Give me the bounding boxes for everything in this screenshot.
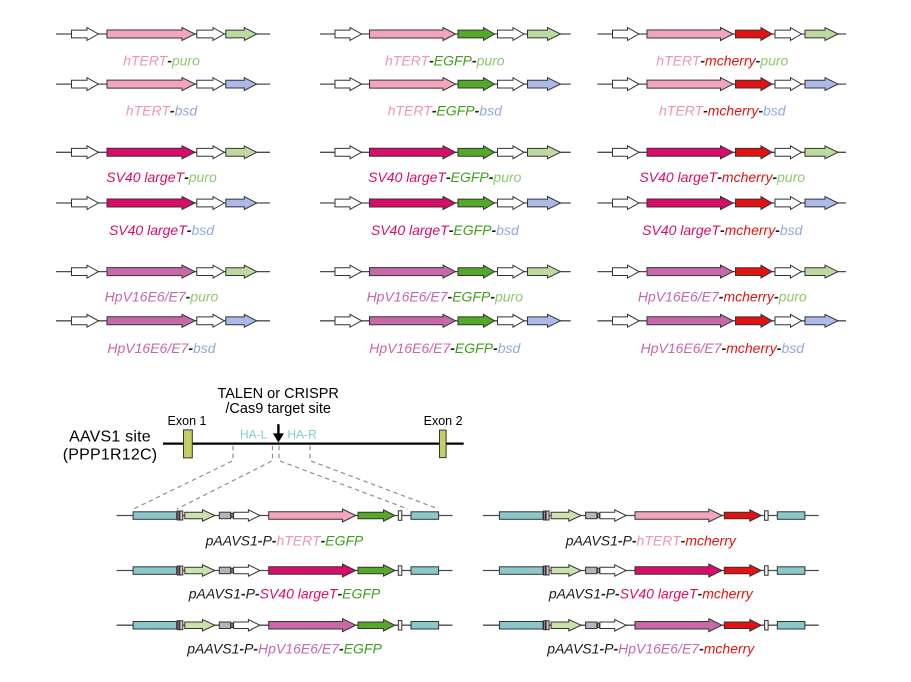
svg-text:HpV16E6/E7-EGFP-bsd: HpV16E6/E7-EGFP-bsd xyxy=(369,340,521,356)
svg-text:HpV16E6/E7-puro: HpV16E6/E7-puro xyxy=(105,288,219,304)
svg-text:hTERT-mcherry-bsd: hTERT-mcherry-bsd xyxy=(659,102,787,118)
svg-text:hTERT-EGFP-puro: hTERT-EGFP-puro xyxy=(385,53,505,69)
svg-text:hTERT-mcherry-puro: hTERT-mcherry-puro xyxy=(656,53,788,69)
svg-text:pAAVS1-P-HpV16E6/E7-EGFP: pAAVS1-P-HpV16E6/E7-EGFP xyxy=(186,640,382,656)
svg-text:(PPP1R12C): (PPP1R12C) xyxy=(63,447,157,464)
svg-text:HA-L: HA-L xyxy=(240,427,268,441)
svg-text:pAAVS1-P-SV40 largeT-mcherry: pAAVS1-P-SV40 largeT-mcherry xyxy=(548,586,754,602)
svg-text:HpV16E6/E7-EGFP-puro: HpV16E6/E7-EGFP-puro xyxy=(367,288,524,304)
svg-text:HpV16E6/E7-mcherry-bsd: HpV16E6/E7-mcherry-bsd xyxy=(641,340,806,356)
svg-text:pAAVS1-P-HpV16E6/E7-mcherry: pAAVS1-P-HpV16E6/E7-mcherry xyxy=(546,640,755,656)
svg-text:SV40 largeT-mcherry-bsd: SV40 largeT-mcherry-bsd xyxy=(642,222,804,238)
svg-text:hTERT-puro: hTERT-puro xyxy=(123,53,200,69)
svg-text:SV40 largeT-bsd: SV40 largeT-bsd xyxy=(109,222,215,238)
svg-text:Exon 2: Exon 2 xyxy=(424,414,463,428)
svg-text:TALEN or CRISPR: TALEN or CRISPR xyxy=(217,386,338,402)
svg-text:HA-R: HA-R xyxy=(287,427,317,441)
svg-text:/Cas9 target site: /Cas9 target site xyxy=(225,401,331,417)
svg-text:SV40 largeT-EGFP-bsd: SV40 largeT-EGFP-bsd xyxy=(371,222,520,238)
svg-text:hTERT-EGFP-bsd: hTERT-EGFP-bsd xyxy=(388,102,503,118)
svg-text:HpV16E6/E7-mcherry-puro: HpV16E6/E7-mcherry-puro xyxy=(638,288,807,304)
svg-text:SV40 largeT-EGFP-puro: SV40 largeT-EGFP-puro xyxy=(368,169,522,185)
svg-text:SV40 largeT-puro: SV40 largeT-puro xyxy=(106,169,217,185)
svg-text:AAVS1 site: AAVS1 site xyxy=(69,429,151,446)
svg-text:pAAVS1-P-hTERT-mcherry: pAAVS1-P-hTERT-mcherry xyxy=(565,532,737,548)
svg-text:Exon 1: Exon 1 xyxy=(168,414,207,428)
svg-text:pAAVS1-P-SV40 largeT-EGFP: pAAVS1-P-SV40 largeT-EGFP xyxy=(188,586,381,602)
svg-text:pAAVS1-P-hTERT-EGFP: pAAVS1-P-hTERT-EGFP xyxy=(205,532,364,548)
svg-text:HpV16E6/E7-bsd: HpV16E6/E7-bsd xyxy=(107,340,216,356)
svg-text:hTERT-bsd: hTERT-bsd xyxy=(126,102,199,118)
svg-text:SV40 largeT-mcherry-puro: SV40 largeT-mcherry-puro xyxy=(639,169,805,185)
